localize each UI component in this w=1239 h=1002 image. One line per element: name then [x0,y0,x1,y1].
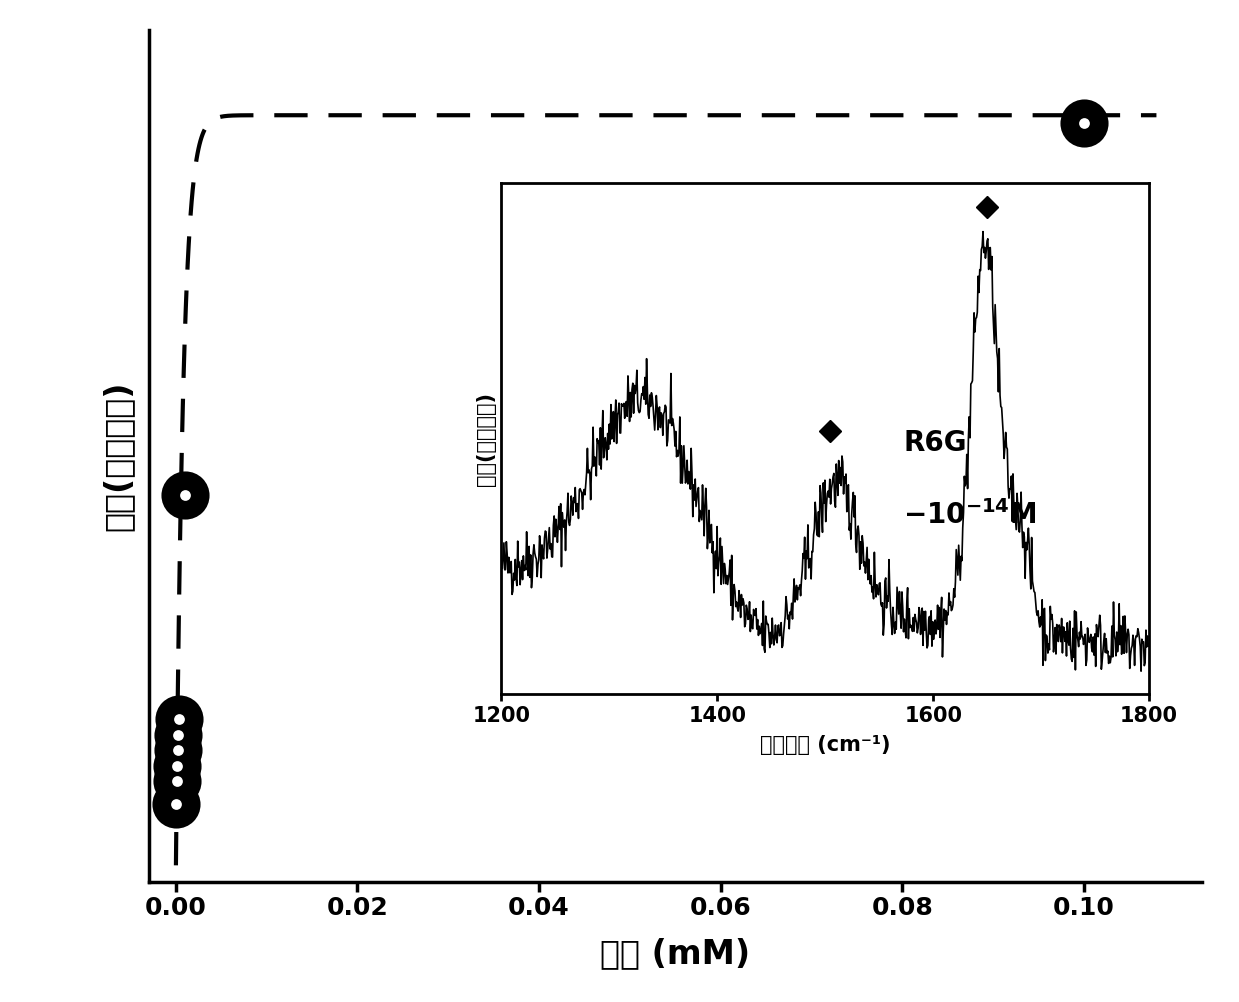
Point [169,711,188,727]
Point [1074,115,1094,131]
Point [166,797,186,813]
Point [169,711,188,727]
Point [167,758,187,774]
Y-axis label: 强度(任意单位): 强度(任意单位) [102,381,135,531]
Point [167,742,187,759]
Point [1074,115,1094,131]
Point [175,487,195,503]
Point [167,774,187,790]
Point [169,726,188,742]
Point [175,487,195,503]
Point [169,726,188,742]
Point [167,774,187,790]
Point [167,758,187,774]
X-axis label: 浓度 (mM): 浓度 (mM) [600,937,751,970]
Point [167,742,187,759]
Point [166,797,186,813]
